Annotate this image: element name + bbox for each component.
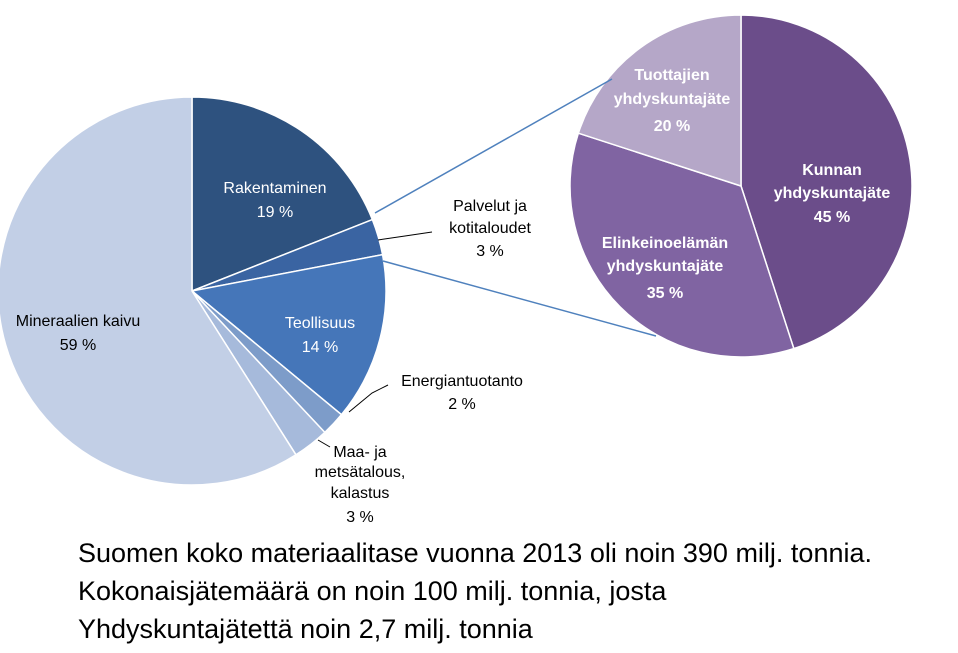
label-elinkeino-pct: 35 % [647, 285, 683, 302]
leader-line-maa [317, 439, 331, 448]
connector-line-lower [382, 260, 657, 337]
label-teollisuus-name: Teollisuus [285, 315, 355, 332]
right-pie [569, 14, 913, 358]
left-pie-slice-0 [191, 96, 374, 293]
label-mineraali-pct: 59 % [60, 337, 96, 354]
label-palvelut-line1: Palvelut ja [453, 198, 527, 215]
label-kunnan-pct: 45 % [814, 209, 850, 226]
label-mineraali-name: Mineraalien kaivu [16, 313, 141, 330]
caption-line-1: Suomen koko materiaalitase vuonna 2013 o… [78, 538, 872, 568]
label-rakentaminen-name: Rakentaminen [223, 180, 326, 197]
right-pie-slice-1 [569, 132, 795, 358]
label-energia-name: Energiantuotanto [401, 373, 523, 390]
label-maa-line2: metsätalous, [315, 464, 406, 481]
label-maa-line1: Maa- ja [333, 444, 386, 461]
caption-line-2: Kokonaisjätemäärä on noin 100 milj. tonn… [78, 576, 667, 606]
label-teollisuus-pct: 14 % [302, 339, 338, 356]
right-pie-slice-2 [577, 14, 742, 188]
label-elinkeino-line2: yhdyskuntajäte [607, 258, 724, 275]
label-maa-pct: 3 % [346, 509, 374, 526]
label-rakentaminen-pct: 19 % [257, 204, 293, 221]
label-tuottajien-pct: 20 % [654, 118, 690, 135]
label-energia-pct: 2 % [448, 396, 476, 413]
label-elinkeino-line1: Elinkeinoelämän [602, 235, 728, 252]
leader-line-palvelut [377, 231, 433, 241]
left-pie [0, 96, 387, 486]
leader-line-energia [348, 384, 389, 413]
label-kunnan-line1: Kunnan [802, 162, 862, 179]
caption-line-3: Yhdyskuntajätettä noin 2,7 milj. tonnia [78, 614, 533, 644]
label-tuottajien-line1: Tuottajien [634, 67, 709, 84]
label-kunnan-line2: yhdyskuntajäte [774, 185, 891, 202]
label-maa-line3: kalastus [331, 485, 390, 502]
left-pie-slice-5 [0, 96, 297, 486]
label-palvelut-line2: kotitaloudet [449, 220, 531, 237]
caption: Suomen koko materiaalitase vuonna 2013 o… [78, 534, 948, 648]
left-pie-slice-2 [190, 253, 387, 416]
label-tuottajien-line2: yhdyskuntajäte [614, 91, 731, 108]
connector-line-upper [374, 78, 613, 214]
right-pie-slice-0 [740, 14, 913, 350]
label-palvelut-pct: 3 % [476, 243, 504, 260]
